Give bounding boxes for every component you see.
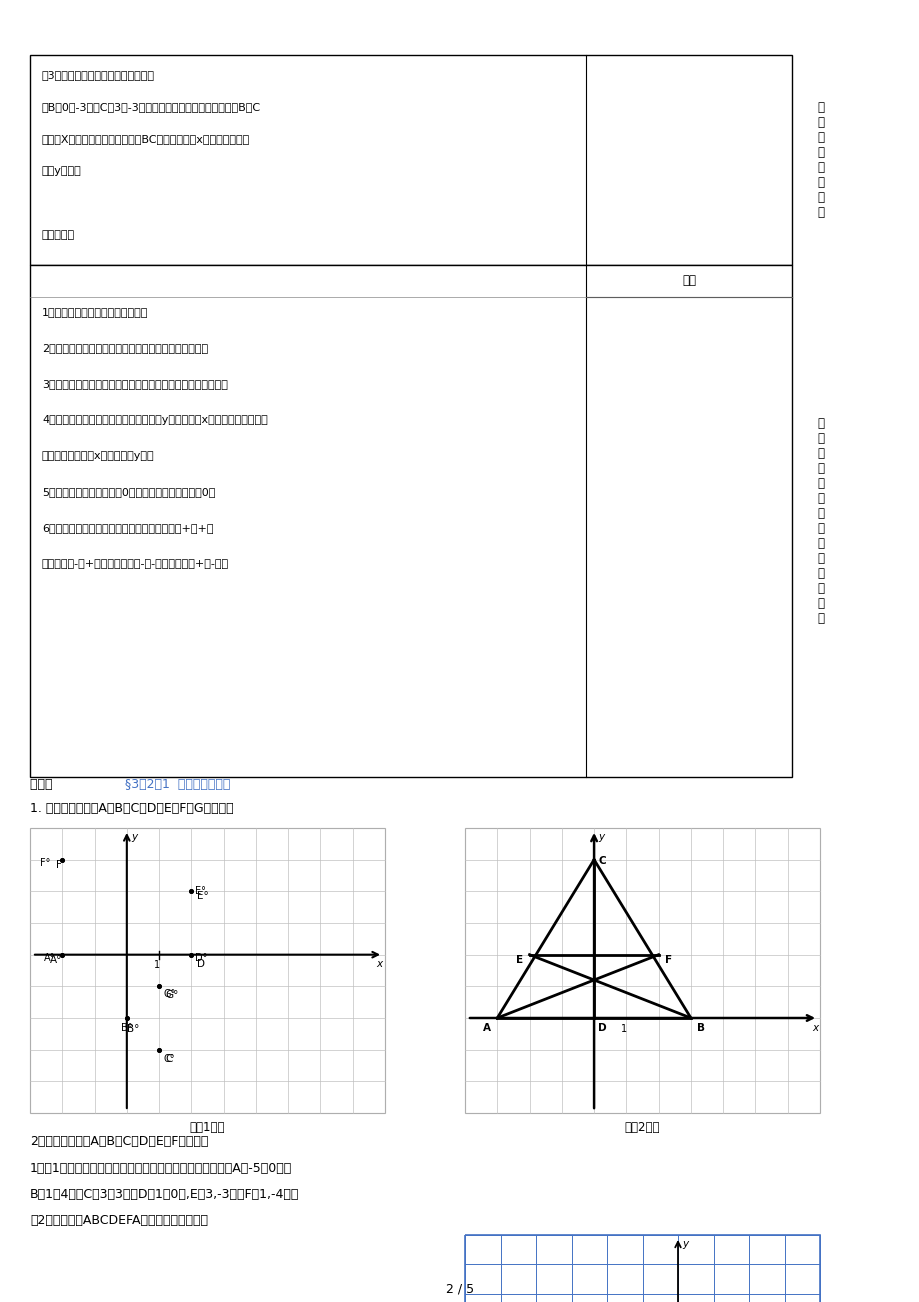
Text: 的点的直线平行于x轴，垂直于y轴。: 的点的直线平行于x轴，垂直于y轴。 — [42, 450, 154, 461]
Text: B°: B° — [120, 1023, 132, 1032]
Text: y: y — [130, 832, 137, 842]
Text: G°: G° — [163, 990, 176, 1000]
Text: 摘记: 摘记 — [681, 275, 696, 288]
Text: 模
块
四
：
精
讲
梳
理: 模 块 四 ： 精 讲 梳 理 — [817, 102, 823, 219]
Text: 5．坐标轴上点的纵坐标为0；纵坐标轴上点的坐标为0。: 5．坐标轴上点的纵坐标为0；纵坐标轴上点的坐标为0。 — [42, 487, 215, 497]
Text: 第二象限（-，+），第三象限（-，-）第四象限（+，-）。: 第二象限（-，+），第三象限（-，-）第四象限（+，-）。 — [42, 559, 229, 569]
Text: 两点到X轴的距离相等，所以线段BC平行于横轴（x轴），垂直于纵: 两点到X轴的距离相等，所以线段BC平行于横轴（x轴），垂直于纵 — [42, 134, 250, 145]
Text: 展示建议：: 展示建议： — [42, 230, 75, 240]
Text: A°: A° — [44, 953, 55, 962]
Text: §3－2－1  平面直角坐标系: §3－2－1 平面直角坐标系 — [125, 779, 230, 792]
Text: 1、（1）在如图所示的平面直角坐标系中，描出下列各点：A（-5，0），: 1、（1）在如图所示的平面直角坐标系中，描出下列各点：A（-5，0）， — [30, 1161, 292, 1174]
Bar — [30, 828, 384, 1113]
Text: E: E — [515, 954, 522, 965]
Text: 1. 在下图中，确定A、B、C、D、E、F、G的坐标。: 1. 在下图中，确定A、B、C、D、E、F、G的坐标。 — [30, 802, 233, 815]
Text: （第2题）: （第2题） — [624, 1121, 660, 1134]
Text: （3）坐标轴上点的坐标有什么特点？: （3）坐标轴上点的坐标有什么特点？ — [42, 70, 154, 79]
Text: E°: E° — [198, 892, 209, 901]
Bar — [30, 55, 791, 266]
Text: 3．能适当建立直角坐标系，写出直角坐标系中有关点的坐标。: 3．能适当建立直角坐标系，写出直角坐标系中有关点的坐标。 — [42, 379, 228, 389]
Text: 4．横（纵）坐标相同的点的直线平行于y轴，垂直于x轴；连接纵坐标相同: 4．横（纵）坐标相同的点的直线平行于y轴，垂直于x轴；连接纵坐标相同 — [42, 415, 267, 424]
Text: C: C — [597, 855, 605, 866]
Bar — [464, 1236, 819, 1302]
Text: 2、如右图，求出A、B、C、D、E、F的坐标。: 2、如右图，求出A、B、C、D、E、F的坐标。 — [30, 1135, 208, 1148]
Text: 模
块
五
：
当
堂
训
练
第
三
章
：
位
置: 模 块 五 ： 当 堂 训 练 第 三 章 ： 位 置 — [817, 417, 823, 625]
Text: 2 / 5: 2 / 5 — [446, 1282, 473, 1295]
Text: C: C — [165, 1053, 172, 1064]
Text: 1．认识并能画出平面直角坐标系。: 1．认识并能画出平面直角坐标系。 — [42, 307, 148, 316]
Text: B: B — [697, 1023, 704, 1032]
Text: x: x — [811, 1023, 817, 1032]
Text: 1: 1 — [620, 1023, 627, 1034]
Text: B（1，4），C（3，3），D（1，0）,E（3,-3），F（1,-4）。: B（1，4），C（3，3），D（1，0）,E（3,-3），F（1,-4）。 — [30, 1187, 299, 1200]
Text: A: A — [482, 1023, 491, 1032]
Text: E°: E° — [195, 887, 206, 896]
Text: 2．在给定的直角坐标系中，由点的位置写出它的坐标。: 2．在给定的直角坐标系中，由点的位置写出它的坐标。 — [42, 342, 208, 353]
Text: 由B（0，-3），C（3，-3）可以看出它们的纵坐标相同，即B、C: 由B（0，-3），C（3，-3）可以看出它们的纵坐标相同，即B、C — [42, 102, 261, 112]
Text: B°: B° — [127, 1023, 139, 1034]
Text: D°: D° — [195, 953, 208, 962]
Text: F: F — [664, 954, 671, 965]
Text: y: y — [597, 832, 604, 842]
Text: （2）依次连接ABCDEFA，你得到什么图形？: （2）依次连接ABCDEFA，你得到什么图形？ — [30, 1213, 208, 1226]
Text: 6．各个象限内的点的坐标特征是：第一象限（+，+）: 6．各个象限内的点的坐标特征是：第一象限（+，+） — [42, 523, 213, 533]
Text: （第1题）: （第1题） — [189, 1121, 225, 1134]
Text: x: x — [376, 958, 381, 969]
Text: D: D — [198, 958, 205, 969]
Text: y: y — [681, 1240, 687, 1249]
Text: 与坐标: 与坐标 — [30, 779, 76, 792]
Text: A°: A° — [51, 954, 62, 965]
Text: F: F — [56, 859, 62, 870]
Text: 1: 1 — [153, 960, 160, 970]
Text: 轴（y轴）。: 轴（y轴）。 — [42, 165, 82, 176]
Text: D: D — [597, 1023, 606, 1032]
Bar — [464, 828, 819, 1113]
Bar — [30, 266, 791, 777]
Text: G°: G° — [165, 991, 178, 1000]
Text: C°: C° — [163, 1053, 175, 1064]
Text: F°: F° — [40, 858, 51, 867]
